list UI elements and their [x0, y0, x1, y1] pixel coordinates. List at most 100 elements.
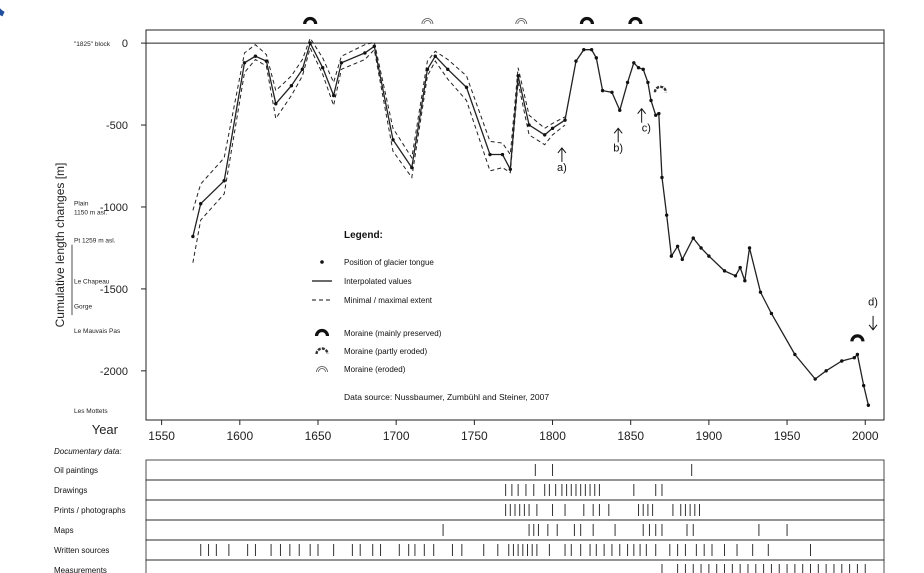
glacier-tongue-point: [300, 67, 305, 72]
legend-item-label: Minimal / maximal extent: [344, 296, 433, 305]
glacier-tongue-point: [516, 74, 520, 78]
axes: 0 -500 -1000 -1500 -2000 1550 1600 1650 1700 1750…: [53, 38, 879, 443]
moraine-icon: [303, 16, 318, 25]
glacier-tongue-point: [253, 54, 258, 58]
documentary-panel: Documentary data: Oil paintings Drawings Pr…: [54, 447, 885, 573]
y-tick-label: -1500: [100, 284, 128, 296]
glacier-tongue-point: [339, 61, 344, 65]
glacier-tongue-point: [264, 59, 269, 63]
documentary-row-label: Prints / photographs: [54, 506, 126, 515]
annotation-arrowhead: [613, 127, 623, 134]
legend-symbol-moraine: [316, 366, 328, 373]
documentary-row-label: Maps: [54, 526, 74, 535]
y-side-label: "1825" block: [74, 41, 111, 48]
series-layer: [192, 37, 870, 406]
glacier-tongue-point: [660, 175, 664, 180]
documentary-title: Documentary data:: [54, 447, 122, 456]
points-layer: [191, 41, 871, 407]
glacier-tongue-point: [618, 108, 622, 112]
y-tick-label: -500: [106, 120, 128, 132]
x-tick-label: 1550: [148, 429, 175, 443]
glacier-tongue-point: [632, 61, 636, 65]
glacier-tongue-point: [649, 98, 653, 103]
glacier-tongue-point: [636, 65, 641, 70]
moraine-icon: [421, 18, 434, 25]
glacier-tongue-point: [824, 369, 828, 373]
legend-symbol-moraine: [315, 347, 329, 355]
glacier-tongue-point: [331, 93, 336, 98]
x-tick-label: 1800: [539, 429, 566, 443]
annotation-arrowhead: [637, 107, 647, 114]
glacier-tongue-point: [793, 352, 797, 357]
interpolated-line: [192, 41, 870, 406]
glacier-tongue-point: [738, 265, 742, 270]
y-side-annotations: "1825" block Plain 1150 m asl. Pt 1259 m as…: [71, 41, 121, 415]
glacier-tongue-point: [199, 201, 203, 206]
x-tick-label: 1900: [696, 429, 723, 443]
glacier-tongue-point: [320, 65, 325, 70]
y-side-label: Gorge: [74, 303, 92, 310]
documentary-row: [145, 539, 885, 561]
y-tick-label: 0: [122, 38, 128, 50]
x-tick-label: 1700: [383, 429, 410, 443]
glacier-tongue-point: [675, 244, 680, 249]
glacier-tongue-point: [589, 47, 594, 52]
documentary-row-label: Drawings: [54, 486, 87, 495]
glacier-tongue-point: [669, 254, 674, 258]
legend-symbol-moraine: [314, 328, 330, 337]
glacier-tongue-point: [274, 102, 278, 106]
documentary-row-label: Written sources: [54, 546, 109, 555]
documentary-row: [145, 519, 885, 541]
y-axis-title: Cumulative length changes [m]: [53, 163, 67, 328]
glacier-tongue-point: [464, 85, 469, 90]
plot-area: [145, 29, 885, 421]
glacier-tongue-point: [594, 56, 599, 60]
y-side-label: Plain: [74, 200, 89, 207]
documentary-row: [145, 479, 885, 501]
x-tick-label: 1950: [774, 429, 801, 443]
moraine-icon: [579, 16, 595, 25]
annotation-arrowhead: [557, 147, 567, 154]
glacier-tongue-point: [664, 213, 669, 217]
glacier-tongue-point: [527, 123, 531, 127]
moraine-layer: [303, 16, 865, 373]
x-axis-title: Year: [92, 422, 119, 437]
glacier-tongue-point: [769, 311, 774, 316]
glacier-tongue-point: [582, 47, 586, 52]
glacier-tongue-point: [758, 290, 763, 294]
moraine-icon: [423, 20, 432, 25]
plot-frame: [145, 29, 885, 421]
glacier-tongue-point: [699, 246, 703, 250]
legend-item-label: Moraine (partly eroded): [344, 347, 427, 356]
glacier-tongue-point: [446, 67, 450, 72]
data-source-note: Data source: Nussbaumer, Zumbühl and Ste…: [344, 392, 549, 402]
moraine-icon: [515, 18, 528, 25]
legend-title: Legend:: [344, 230, 383, 241]
glacier-tongue-point: [372, 44, 376, 49]
glacier-tongue-point: [691, 236, 695, 240]
x-tick-label: 2000: [852, 429, 879, 443]
y-side-label: Pt 1259 m asl.: [74, 238, 116, 245]
y-tick-label: -2000: [100, 366, 128, 378]
glacier-tongue-point: [550, 126, 555, 131]
glacier-tongue-point: [657, 111, 661, 116]
annotation-label: b): [613, 142, 623, 154]
glacier-tongue-point: [600, 88, 605, 93]
glacier-tongue-point: [391, 138, 395, 142]
extent-line: [192, 46, 566, 263]
glacier-tongue-point: [747, 246, 752, 250]
y-tick-label: -1000: [100, 202, 128, 214]
moraine-icon: [850, 334, 865, 342]
glacier-tongue-point: [508, 167, 513, 171]
legend-symbol-moraine: [318, 368, 326, 373]
y-side-label: 1150 m asl.: [74, 209, 107, 216]
glacier-tongue-point: [840, 359, 844, 363]
legend: Legend: Position of glacier tongue Interpo…: [312, 230, 549, 402]
annotation-label: d): [868, 296, 878, 308]
documentary-row: [145, 559, 885, 573]
glacier-tongue-point: [855, 352, 860, 357]
y-side-label: Le Mauvais Pas: [74, 328, 121, 335]
glacier-tongue-point: [410, 165, 414, 170]
